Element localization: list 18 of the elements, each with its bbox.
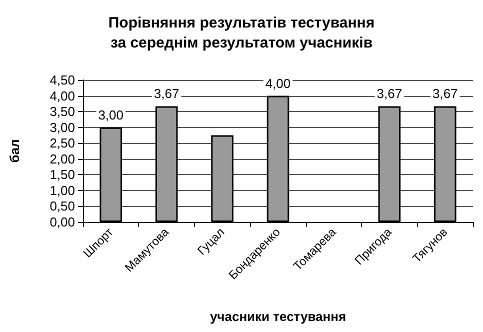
chart-title: Порівняння результатів тестування за середнім результатом учасників	[108, 14, 375, 52]
data-label: 3,67	[154, 86, 180, 102]
y-tick-label: 2,00	[50, 151, 75, 166]
data-label: 4,00	[265, 76, 291, 91]
y-tick-label: 1,50	[50, 167, 75, 182]
data-label: 3,67	[376, 86, 402, 102]
data-label: 3,67	[432, 86, 458, 102]
y-tick-label: 0,00	[50, 214, 75, 230]
y-tick-label: 4,00	[50, 88, 75, 104]
y-tick-label: 0,50	[50, 198, 75, 214]
y-tick-label: 4,50	[50, 72, 75, 88]
data-label: 3,00	[98, 107, 124, 122]
y-tick-label: 3,50	[50, 104, 75, 120]
y-axis-title: бал	[7, 139, 22, 163]
y-tick-label: 2,50	[50, 136, 75, 151]
y-tick-label: 1,00	[50, 182, 75, 198]
y-tick-label: 3,00	[50, 120, 75, 135]
x-axis-title: учасники тестування	[210, 309, 346, 324]
